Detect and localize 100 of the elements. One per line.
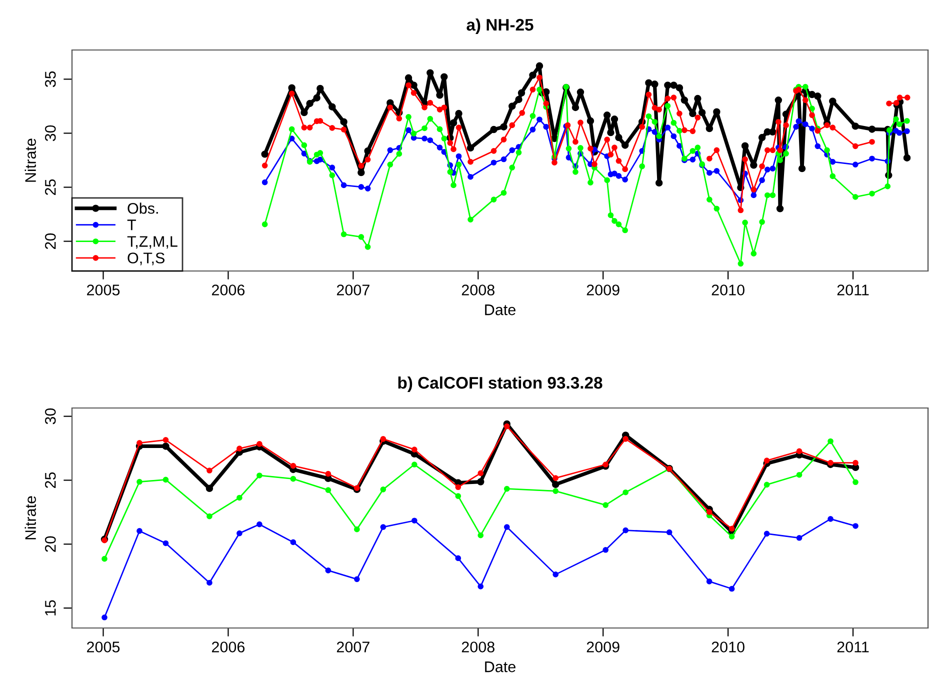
point [325, 470, 332, 477]
point [102, 614, 108, 620]
point [666, 529, 672, 536]
point [764, 530, 770, 537]
point [380, 524, 386, 530]
point [290, 476, 296, 482]
point [162, 540, 169, 546]
point [602, 502, 609, 508]
point [325, 568, 332, 574]
point [504, 524, 510, 530]
point [236, 446, 242, 452]
legend-label: T,Z,M,L [127, 236, 178, 249]
x-axis-title: Date [485, 662, 516, 672]
point [455, 484, 462, 490]
x-tick-label: 2006 [212, 284, 245, 296]
y-tick-label: 20 [44, 536, 56, 552]
y-tick-label: 25 [44, 179, 56, 195]
point [162, 476, 169, 483]
y-tick-label: 25 [44, 472, 56, 488]
y-tick-label: 35 [44, 71, 56, 88]
point [828, 460, 834, 466]
point [478, 470, 484, 476]
point [852, 460, 858, 466]
legend-label: Obs. [128, 202, 158, 214]
point [455, 493, 462, 499]
point [552, 480, 560, 488]
point [796, 448, 802, 454]
point [411, 462, 418, 468]
point [136, 478, 142, 485]
point [206, 513, 212, 520]
x-tick-label: 2008 [462, 642, 494, 652]
x-tick-label: 2005 [87, 642, 120, 652]
point [206, 468, 212, 474]
x-tick-label: 2007 [336, 642, 370, 652]
point [206, 484, 214, 492]
point [411, 518, 418, 524]
y-tick-label: 30 [44, 408, 56, 424]
point [290, 462, 296, 469]
x-tick-label: 2006 [212, 642, 245, 652]
y-axis-title: Nitrate [24, 496, 36, 540]
point [256, 472, 262, 478]
point [162, 442, 170, 450]
point [478, 584, 484, 590]
point [290, 539, 296, 546]
point [136, 528, 142, 534]
x-tick-label: 2010 [712, 642, 744, 652]
x-tick-label: 2010 [712, 284, 744, 296]
point [136, 440, 142, 446]
point [764, 458, 770, 464]
point [796, 534, 802, 541]
point [162, 437, 169, 443]
x-tick-label: 2007 [336, 284, 370, 296]
point [504, 423, 510, 430]
point [411, 446, 418, 452]
point [354, 526, 360, 532]
point [256, 521, 262, 528]
x-tick-label: 2009 [586, 284, 620, 296]
point [602, 462, 609, 468]
point [354, 485, 360, 491]
point [552, 488, 559, 494]
point [828, 438, 834, 444]
point [728, 526, 735, 532]
y-tick-label: 15 [45, 600, 56, 616]
point [706, 578, 712, 584]
point [552, 572, 559, 578]
point [852, 479, 858, 486]
point [236, 494, 242, 501]
x-tick-label: 2005 [87, 284, 120, 296]
point [380, 436, 386, 442]
y-tick-label: 20 [44, 233, 56, 250]
point [455, 555, 462, 562]
point [796, 472, 802, 478]
point [728, 534, 735, 540]
point [622, 489, 629, 496]
point [236, 530, 242, 536]
x-tick-label: 2009 [586, 642, 620, 652]
y-axis-title: Nitrate [24, 138, 36, 182]
chart-title: a) NH-25 [466, 18, 534, 34]
x-tick-label: 2011 [837, 284, 869, 296]
point [602, 546, 609, 553]
point [477, 478, 484, 486]
point [380, 486, 386, 492]
point [622, 527, 629, 534]
point [706, 509, 712, 515]
x-tick-label: 2011 [837, 642, 869, 652]
point [325, 487, 332, 493]
point [102, 556, 108, 562]
legend-label: T [127, 220, 136, 230]
point [552, 475, 559, 481]
point [622, 436, 629, 442]
legend-label: O,T,S [128, 252, 164, 266]
point [728, 586, 735, 592]
x-axis-title: Date [485, 304, 516, 316]
point [504, 486, 510, 492]
y-tick-label: 30 [44, 125, 56, 142]
x-tick-label: 2008 [462, 284, 494, 296]
chart-title: b) CalCOFI station 93.3.28 [398, 376, 602, 392]
point [206, 580, 212, 586]
point [354, 576, 360, 582]
point [852, 523, 858, 529]
